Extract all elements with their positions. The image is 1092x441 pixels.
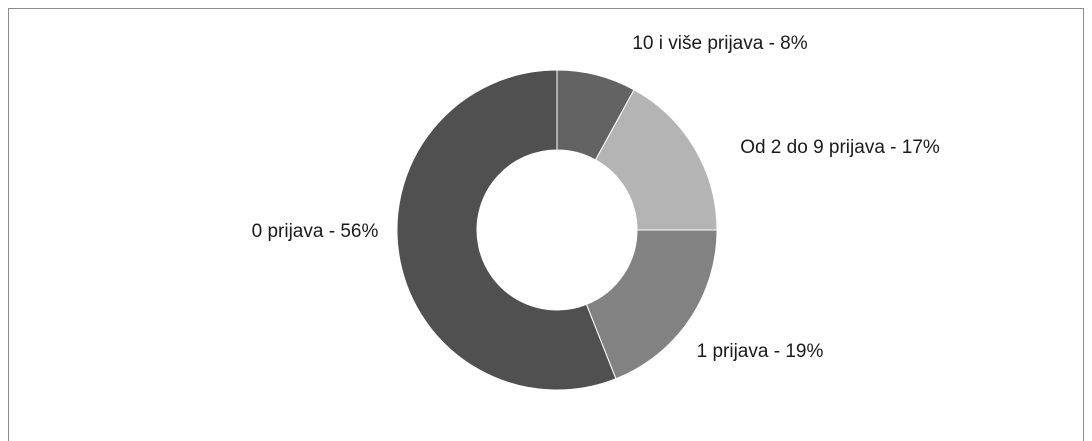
donut-slice [585,229,718,380]
slice-label: 1 prijava - 19% [696,341,824,362]
slice-label: Od 2 do 9 prijava - 17% [740,137,940,158]
slice-label: 10 i više prijava - 8% [632,33,808,54]
chart-frame [8,8,1084,441]
donut-slice [594,89,718,231]
donut-slice [396,69,617,391]
slice-label: 0 prijava - 56% [251,221,379,242]
